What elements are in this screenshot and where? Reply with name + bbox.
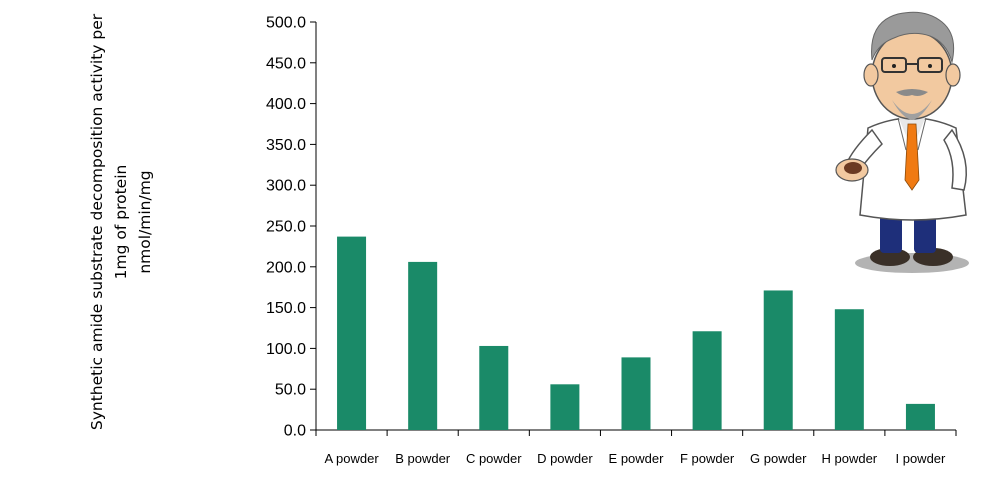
bar-2 bbox=[408, 261, 438, 430]
x-tick-label: G powder bbox=[750, 451, 807, 466]
y-tick-label: 300.0 bbox=[266, 178, 306, 195]
x-tick-label: D powder bbox=[537, 451, 593, 466]
y-axis-label: Synthetic amide substrate decomposition … bbox=[88, 13, 154, 430]
y-tick-label: 450.0 bbox=[266, 55, 306, 72]
bar-8 bbox=[834, 309, 864, 430]
x-tick-label: E powder bbox=[609, 451, 665, 466]
y-tick-label: 150.0 bbox=[266, 300, 306, 317]
x-tick-label: C powder bbox=[466, 451, 522, 466]
x-tick-label: H powder bbox=[822, 451, 878, 466]
y-axis: 0.0 50.0 100.0 150.0 200.0 250.0 300.0 350.0 400… bbox=[266, 15, 317, 440]
x-tick-label: I powder bbox=[896, 451, 947, 466]
y-axis-label-line: Synthetic amide substrate decomposition … bbox=[88, 13, 106, 430]
x-tick-label: A powder bbox=[324, 451, 379, 466]
y-tick-label: 100.0 bbox=[266, 341, 306, 358]
y-axis-label-line: nmol/min/mg bbox=[136, 170, 154, 273]
y-tick-label: 400.0 bbox=[266, 96, 306, 113]
y-tick-label: 350.0 bbox=[266, 137, 306, 154]
bar-1 bbox=[337, 236, 367, 430]
x-tick-label: F powder bbox=[680, 451, 735, 466]
bar-5 bbox=[621, 357, 651, 430]
y-tick-label: 250.0 bbox=[266, 219, 306, 236]
y-tick-label: 0.0 bbox=[284, 423, 306, 440]
bar-3 bbox=[479, 345, 509, 430]
bar-9 bbox=[905, 403, 935, 430]
y-tick-label: 500.0 bbox=[266, 15, 306, 32]
bars bbox=[337, 236, 935, 430]
y-tick-label: 200.0 bbox=[266, 259, 306, 276]
x-axis: A powder B powder C powder D powder E powder… bbox=[315, 429, 957, 466]
bar-4 bbox=[550, 384, 580, 430]
y-axis-label-line: 1mg of protein bbox=[112, 165, 130, 280]
scientist-mascot-icon bbox=[835, 11, 969, 273]
bar-6 bbox=[692, 331, 722, 430]
x-tick-label: B powder bbox=[395, 451, 451, 466]
bar-7 bbox=[763, 290, 793, 430]
y-tick-label: 50.0 bbox=[275, 382, 306, 399]
